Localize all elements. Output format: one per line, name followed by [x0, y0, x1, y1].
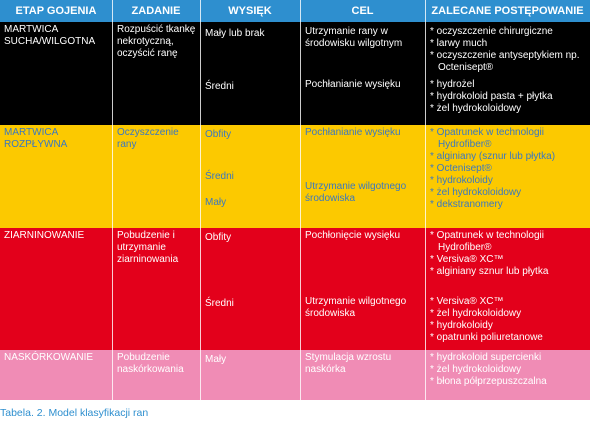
task: Pobudzenie naskórkowania [117, 352, 184, 375]
recommendation: * Versiva® XC™ [430, 254, 504, 265]
recommendation: * Octenisept® [430, 163, 492, 174]
goal: Stymulacja wzrostu naskórka [305, 352, 392, 375]
goal: Pochłanianie wysięku [305, 127, 401, 138]
exudate: Obfity [205, 129, 232, 140]
recommendation: * Opatrunek w technologii Hydrofiber® [430, 127, 544, 150]
recommendation: * Opatrunek w technologii Hydrofiber® [430, 230, 544, 253]
recommendations: * Opatrunek w technologii Hydrofiber® * V… [430, 230, 588, 278]
recommendation: * hydrokoloidy [430, 320, 493, 331]
exudate: Mały [205, 354, 227, 365]
row-red [0, 228, 590, 350]
recommendation: * żel hydrokoloidowy [430, 308, 522, 319]
header-cell: ZADANIE [131, 5, 181, 17]
recommendation: * alginiany sznur lub płytka [430, 266, 549, 277]
stage: NASKÓRKOWANIE [4, 352, 94, 363]
col-line [425, 0, 426, 400]
recommendation: * Versiva® XC™ [430, 296, 504, 307]
exudate: Średni [205, 298, 234, 309]
row-yellow [0, 125, 590, 228]
stage: MARTWICA SUCHA/WILGOTNA [4, 24, 96, 47]
recommendation: * żel hydrokoloidowy [430, 364, 522, 375]
exudate: Średni [205, 171, 234, 182]
row-black [0, 22, 590, 125]
stage: MARTWICA ROZPŁYWNA [4, 127, 68, 150]
recommendation: * hydrokoloid pasta + płytka [430, 91, 553, 102]
row-pink [0, 350, 590, 400]
exudate: Średni [205, 81, 234, 92]
recommendation: * larwy much [430, 38, 488, 49]
recommendation: * hydrokoloidy [430, 175, 493, 186]
recommendation: * alginiany (sznur lub płytka) [430, 151, 556, 162]
recommendation: * oczyszczenie antyseptykiem np. Octenis… [430, 50, 580, 73]
header-cell: CEL [351, 5, 374, 17]
header-row [0, 0, 590, 22]
recommendations: * hydrożel * hydrokoloid pasta + płytka * … [430, 79, 588, 115]
recommendation: * hydrożel [430, 79, 475, 90]
recommendation: * żel hydrokoloidowy [430, 103, 522, 114]
header-cell: ZALECANE POSTĘPOWANIE [431, 5, 584, 17]
goal: Utrzymanie wilgotnego środowiska [305, 181, 407, 204]
goal: Utrzymanie rany w środowisku wilgotnym [305, 26, 403, 49]
task: Pobudzenie i utrzymanie ziarninowania [117, 230, 179, 265]
header-cell: WYSIĘK [228, 5, 272, 17]
exudate: Mały [205, 197, 227, 208]
recommendation: * opatrunki poliuretanowe [430, 332, 543, 343]
recommendations: * Versiva® XC™ * żel hydrokoloidowy * hydr… [430, 296, 588, 344]
col-line [200, 0, 201, 400]
recommendation: * hydrokoloid supercienki [430, 352, 542, 363]
recommendation: * żel hydrokoloidowy [430, 187, 522, 198]
task: Oczyszczenie rany [117, 127, 179, 150]
col-line [112, 0, 113, 400]
col-line [300, 0, 301, 400]
exudate: Mały lub brak [205, 28, 265, 39]
recommendations: * Opatrunek w technologii Hydrofiber® * a… [430, 127, 588, 211]
stage: ZIARNINOWANIE [4, 230, 85, 241]
header-cell: ETAP GOJENIA [15, 5, 97, 17]
task: Rozpuścić tkankę nekrotyczną, oczyścić r… [117, 24, 196, 59]
recommendation: * oczyszczenie chirurgiczne [430, 26, 553, 37]
recommendations: * oczyszczenie chirurgiczne * larwy much *… [430, 26, 588, 74]
recommendations: * hydrokoloid supercienki * żel hydrokolo… [430, 352, 588, 388]
recommendation: * dekstranomery [430, 199, 503, 210]
goal: Pochłanianie wysięku [305, 79, 401, 90]
exudate: Obfity [205, 232, 232, 243]
goal: Utrzymanie wilgotnego środowiska [305, 296, 407, 319]
caption: Tabela. 2. Model klasyfikacji ran [0, 407, 149, 419]
recommendation: * błona półprzepuszczalna [430, 376, 547, 387]
goal: Pochłonięcie wysięku [305, 230, 401, 241]
